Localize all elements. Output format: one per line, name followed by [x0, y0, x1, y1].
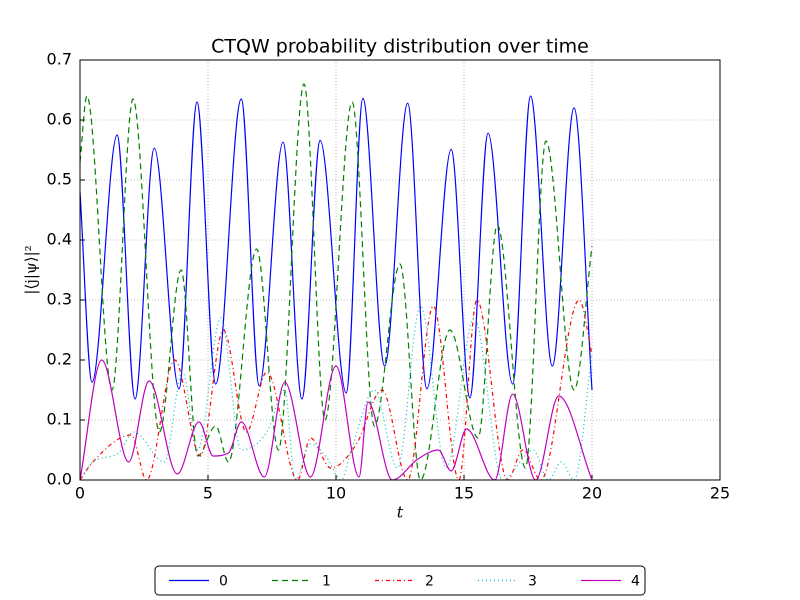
y-tick-label: 0.7: [47, 50, 72, 69]
plot-frame: [79, 59, 721, 481]
x-axis-label: t: [397, 503, 404, 522]
chart-title: CTQW probability distribution over time: [211, 36, 589, 58]
x-tick-label: 15: [454, 484, 474, 503]
x-tick-label: 20: [582, 484, 602, 503]
y-tick-label: 0.6: [47, 110, 72, 129]
legend-label: 3: [528, 574, 537, 590]
y-tick-label: 0.3: [47, 290, 72, 309]
series-line: [79, 83, 593, 481]
legend-label: 4: [631, 574, 640, 590]
y-tick-label: 0.2: [47, 350, 72, 369]
legend-label: 1: [322, 574, 331, 590]
legend: 0 1 2 3 4: [154, 565, 646, 596]
series-line: [79, 359, 593, 481]
y-axis-label: |⟨j|ψ⟩|²: [22, 245, 40, 294]
series-line: [79, 95, 593, 400]
legend-label: 2: [425, 574, 434, 590]
legend-label: 0: [219, 574, 228, 590]
y-tick-label: 0.4: [47, 230, 72, 249]
x-tick-label: 5: [203, 484, 213, 503]
y-tick-label: 0.0: [47, 470, 72, 489]
x-tick-label: 10: [326, 484, 346, 503]
y-tick-label: 0.5: [47, 170, 72, 189]
y-tick-label: 0.1: [47, 410, 72, 429]
x-tick-label: 25: [710, 484, 730, 503]
x-tick-label: 0: [75, 484, 85, 503]
